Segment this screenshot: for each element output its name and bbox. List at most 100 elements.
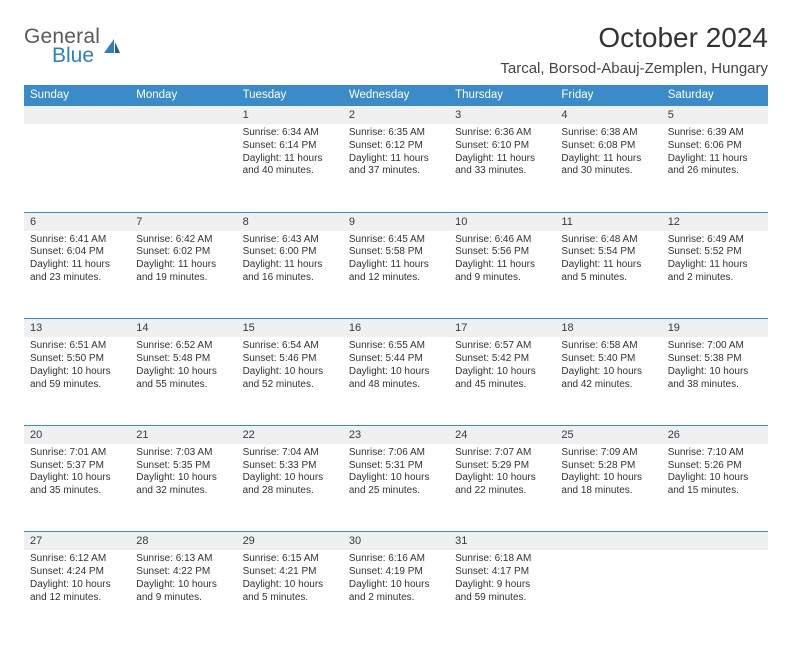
sunset-line: Sunset: 5:50 PM (30, 353, 124, 366)
daylight-line: Daylight: 11 hours and 2 minutes. (668, 259, 762, 285)
daylight-line: Daylight: 11 hours and 26 minutes. (668, 153, 762, 179)
day-number: 19 (662, 319, 768, 338)
day-cell: Sunrise: 6:49 AMSunset: 5:52 PMDaylight:… (662, 231, 768, 319)
day-cell-body: Sunrise: 6:45 AMSunset: 5:58 PMDaylight:… (343, 231, 449, 289)
day-cell-body: Sunrise: 7:04 AMSunset: 5:33 PMDaylight:… (237, 444, 343, 502)
daylight-line: Daylight: 10 hours and 42 minutes. (561, 366, 655, 392)
day-number: 15 (237, 319, 343, 338)
day-cell-body: Sunrise: 6:43 AMSunset: 6:00 PMDaylight:… (237, 231, 343, 289)
week-row: Sunrise: 7:01 AMSunset: 5:37 PMDaylight:… (24, 444, 768, 532)
day-cell-body: Sunrise: 6:15 AMSunset: 4:21 PMDaylight:… (237, 550, 343, 608)
sunset-line: Sunset: 5:40 PM (561, 353, 655, 366)
day-cell-body: Sunrise: 6:54 AMSunset: 5:46 PMDaylight:… (237, 337, 343, 395)
day-cell-body: Sunrise: 6:12 AMSunset: 4:24 PMDaylight:… (24, 550, 130, 608)
day-cell-body: Sunrise: 6:36 AMSunset: 6:10 PMDaylight:… (449, 124, 555, 182)
daylight-line: Daylight: 10 hours and 55 minutes. (136, 366, 230, 392)
calendar-table: SundayMondayTuesdayWednesdayThursdayFrid… (24, 85, 768, 638)
sunset-line: Sunset: 5:38 PM (668, 353, 762, 366)
logo: General Blue (24, 22, 122, 66)
daylight-line: Daylight: 10 hours and 28 minutes. (243, 472, 337, 498)
daylight-line: Daylight: 10 hours and 32 minutes. (136, 472, 230, 498)
week-row: Sunrise: 6:51 AMSunset: 5:50 PM Daylight:… (24, 337, 768, 425)
sunrise-line: Sunrise: 6:38 AM (561, 127, 655, 140)
day-cell: Sunrise: 7:04 AMSunset: 5:33 PMDaylight:… (237, 444, 343, 532)
sunset-line: Sunset: 5:33 PM (243, 460, 337, 473)
sunrise-line: Sunrise: 6:43 AM (243, 234, 337, 247)
day-cell-body: Sunrise: 6:46 AMSunset: 5:56 PMDaylight:… (449, 231, 555, 289)
day-number: 22 (237, 425, 343, 444)
sunset-line: Sunset: 5:37 PM (30, 460, 124, 473)
day-cell-body: Sunrise: 6:16 AMSunset: 4:19 PMDaylight:… (343, 550, 449, 608)
daylight-line: Daylight: 10 hours and 18 minutes. (561, 472, 655, 498)
weekday-header: Thursday (449, 85, 555, 106)
sunrise-line: Sunrise: 6:45 AM (349, 234, 443, 247)
day-cell-body: Sunrise: 7:00 AMSunset: 5:38 PMDaylight:… (662, 337, 768, 395)
day-number: 25 (555, 425, 661, 444)
day-cell-body: Sunrise: 6:13 AMSunset: 4:22 PMDaylight:… (130, 550, 236, 608)
logo-text: General Blue (24, 26, 100, 66)
day-number: 2 (343, 106, 449, 125)
day-number-row: 20212223242526 (24, 425, 768, 444)
day-number: 21 (130, 425, 236, 444)
day-number: 1 (237, 106, 343, 125)
day-cell: Sunrise: 6:36 AMSunset: 6:10 PMDaylight:… (449, 124, 555, 212)
sunrise-line: Sunrise: 7:10 AM (668, 447, 762, 460)
day-number: 23 (343, 425, 449, 444)
sunrise-line: Sunrise: 6:36 AM (455, 127, 549, 140)
day-cell: Sunrise: 6:12 AMSunset: 4:24 PMDaylight:… (24, 550, 130, 638)
day-cell: Sunrise: 6:55 AMSunset: 5:44 PMDaylight:… (343, 337, 449, 425)
daylight-line: Daylight: 11 hours and 33 minutes. (455, 153, 549, 179)
sunset-line: Sunset: 6:06 PM (668, 140, 762, 153)
title-block: October 2024 Tarcal, Borsod-Abauj-Zemple… (500, 22, 768, 77)
weekday-header: Sunday (24, 85, 130, 106)
sunset-line: Sunset: 5:42 PM (455, 353, 549, 366)
daylight-line: Daylight: 10 hours and 12 minutes. (30, 579, 124, 605)
daylight-line: Daylight: 11 hours and 16 minutes. (243, 259, 337, 285)
empty-day-cell (130, 124, 236, 212)
daylight-line: Daylight: 9 hours and 59 minutes. (455, 579, 549, 605)
daylight-line: Daylight: 10 hours and 35 minutes. (30, 472, 124, 498)
daylight-line: Daylight: 11 hours and 37 minutes. (349, 153, 443, 179)
day-number: 12 (662, 212, 768, 231)
day-cell: Sunrise: 6:51 AMSunset: 5:50 PMDaylight:… (24, 337, 130, 425)
sunrise-line: Sunrise: 6:34 AM (243, 127, 337, 140)
day-number-row: 12345 (24, 106, 768, 125)
day-number: 11 (555, 212, 661, 231)
day-cell-body: Sunrise: 6:55 AMSunset: 5:44 PMDaylight:… (343, 337, 449, 395)
day-cell: Sunrise: 6:43 AMSunset: 6:00 PMDaylight:… (237, 231, 343, 319)
day-number: 27 (24, 532, 130, 551)
day-number: 16 (343, 319, 449, 338)
day-cell: Sunrise: 6:54 AMSunset: 5:46 PMDaylight:… (237, 337, 343, 425)
day-cell-body: Sunrise: 7:10 AMSunset: 5:26 PMDaylight:… (662, 444, 768, 502)
day-cell: Sunrise: 7:01 AMSunset: 5:37 PMDaylight:… (24, 444, 130, 532)
sunset-line: Sunset: 5:56 PM (455, 246, 549, 259)
daylight-line: Daylight: 10 hours and 22 minutes. (455, 472, 549, 498)
daylight-line: Daylight: 10 hours and 45 minutes. (455, 366, 549, 392)
day-number: 20 (24, 425, 130, 444)
day-number: 31 (449, 532, 555, 551)
week-row: Sunrise: 6:41 AMSunset: 6:04 PMDaylight:… (24, 231, 768, 319)
day-cell-body: Sunrise: 7:03 AMSunset: 5:35 PMDaylight:… (130, 444, 236, 502)
sunset-line: Sunset: 5:29 PM (455, 460, 549, 473)
sunrise-line: Sunrise: 6:39 AM (668, 127, 762, 140)
weekday-header-row: SundayMondayTuesdayWednesdayThursdayFrid… (24, 85, 768, 106)
day-number: 10 (449, 212, 555, 231)
page-header: General Blue October 2024 Tarcal, Borsod… (24, 22, 768, 77)
day-number: 30 (343, 532, 449, 551)
day-cell: Sunrise: 7:09 AMSunset: 5:28 PMDaylight:… (555, 444, 661, 532)
sunset-line: Sunset: 4:17 PM (455, 566, 549, 579)
sunrise-line: Sunrise: 6:55 AM (349, 340, 443, 353)
sunrise-line: Sunrise: 6:51 AM (30, 340, 124, 353)
day-cell-body: Sunrise: 6:49 AMSunset: 5:52 PMDaylight:… (662, 231, 768, 289)
day-number: 3 (449, 106, 555, 125)
day-cell: Sunrise: 7:10 AMSunset: 5:26 PMDaylight:… (662, 444, 768, 532)
day-cell-body: Sunrise: 6:48 AMSunset: 5:54 PMDaylight:… (555, 231, 661, 289)
sunrise-line: Sunrise: 6:16 AM (349, 553, 443, 566)
day-number: 9 (343, 212, 449, 231)
logo-line2: Blue (52, 45, 100, 66)
day-cell: Sunrise: 6:15 AMSunset: 4:21 PMDaylight:… (237, 550, 343, 638)
sunset-line: Sunset: 6:08 PM (561, 140, 655, 153)
sunrise-line: Sunrise: 6:41 AM (30, 234, 124, 247)
day-number: 24 (449, 425, 555, 444)
sunset-line: Sunset: 6:12 PM (349, 140, 443, 153)
